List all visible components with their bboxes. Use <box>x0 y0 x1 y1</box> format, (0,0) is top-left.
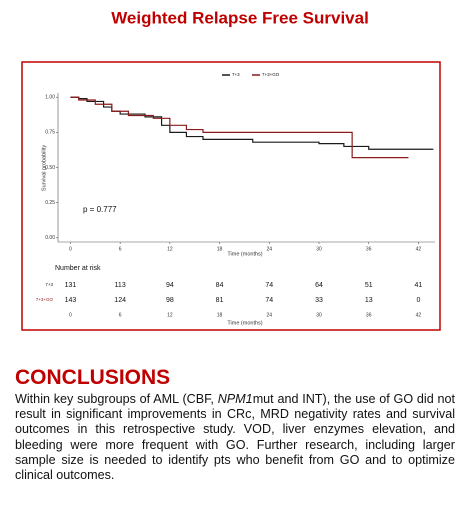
x-tick-label: 6 <box>119 246 122 252</box>
risk-value: 13 <box>365 297 373 304</box>
chart-title: Weighted Relapse Free Survival <box>111 8 369 27</box>
y-tick-label: 0.25 <box>45 200 55 206</box>
x-tick-label: 18 <box>217 246 223 252</box>
heading: CONCLUSIONS <box>15 366 171 389</box>
survival-curve <box>70 96 409 159</box>
legend-label: 7+3 <box>232 72 240 77</box>
y-tick-label: 0.50 <box>45 165 55 171</box>
x-tick-label: 24 <box>267 246 273 252</box>
risk-row-label: 7+3+GO <box>36 297 54 302</box>
text: mut and INT), the use of GO did not resu… <box>15 392 455 483</box>
y-tick-label: 0.00 <box>45 235 55 241</box>
risk-value: 74 <box>265 297 273 304</box>
x-tick-label: 30 <box>316 246 322 252</box>
annotation: p = 0.777 <box>83 205 117 214</box>
risk-value: 84 <box>216 282 224 289</box>
x-tick-label: 42 <box>416 312 422 318</box>
x-tick-label: 6 <box>119 312 122 318</box>
chart-frame <box>21 61 441 331</box>
x-tick-label: 0 <box>69 312 72 318</box>
risk-value: 64 <box>315 282 323 289</box>
x-axis-label: Time (months) <box>227 251 262 257</box>
risk-value: 131 <box>65 282 77 289</box>
risk-value: 33 <box>315 297 323 304</box>
y-tick-label: 0.75 <box>45 130 55 136</box>
risk-value: 94 <box>166 282 174 289</box>
risk-value: 81 <box>216 297 224 304</box>
risk-value: 143 <box>65 297 77 304</box>
x-tick-label: 42 <box>416 246 422 252</box>
conclusions: CONCLUSIONS Within key subgroups of AML … <box>15 366 455 483</box>
x-tick-label: 0 <box>69 246 72 252</box>
x-tick-label: 30 <box>316 312 322 318</box>
paragraph: Within key subgroups of AML (CBF, NPM1mu… <box>15 392 455 483</box>
risk-value: 124 <box>114 297 126 304</box>
risk-value: 113 <box>115 282 126 289</box>
risk-value: 51 <box>365 282 373 289</box>
x-tick-label: 12 <box>167 312 173 318</box>
risk-value: 41 <box>415 282 423 289</box>
risk-value: 98 <box>166 297 174 304</box>
x-tick-label: 18 <box>217 312 223 318</box>
text: NPM1 <box>217 392 253 406</box>
risk-value: 74 <box>265 282 273 289</box>
legend-label: 7+3+GO <box>262 72 280 77</box>
y-axis-label: Survival probability <box>41 145 47 191</box>
x-tick-label: 12 <box>167 246 173 252</box>
x-tick-label: 36 <box>366 312 372 318</box>
chart: Weighted Relapse Free Survival p = 0.777… <box>21 8 441 331</box>
text: Within key subgroups of AML (CBF, <box>15 392 218 406</box>
y-tick-label: 1.00 <box>45 95 55 101</box>
risk-value: 0 <box>416 297 420 304</box>
x-axis-label: Time (months) <box>227 320 262 326</box>
risk-row-label: 7+3 <box>45 282 53 287</box>
survival-curve <box>70 96 434 150</box>
x-tick-label: 24 <box>267 312 273 318</box>
risk-title: Number at risk <box>55 265 101 272</box>
x-tick-label: 36 <box>366 246 372 252</box>
